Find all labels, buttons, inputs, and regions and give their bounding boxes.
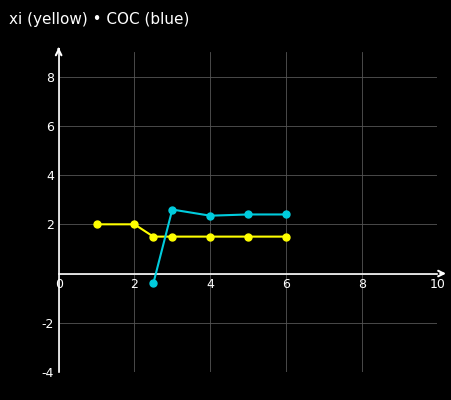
Text: xi (yellow) • COC (blue): xi (yellow) • COC (blue) — [9, 12, 189, 27]
